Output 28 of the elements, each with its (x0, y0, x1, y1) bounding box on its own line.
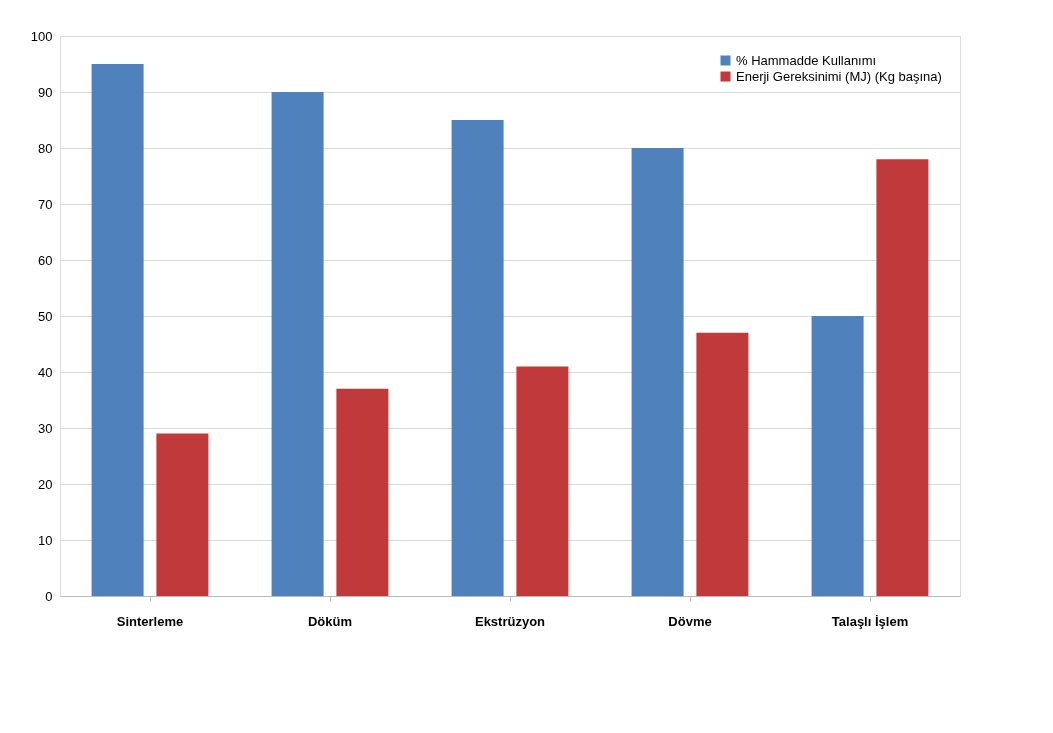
y-tick-label: 80 (38, 140, 53, 156)
y-tick-label: 50 (38, 308, 53, 324)
bar (271, 92, 324, 596)
bar (696, 332, 749, 596)
x-tick-label: Döküm (307, 613, 353, 629)
y-tick-label: 30 (38, 420, 53, 436)
y-tick-label: 60 (38, 252, 53, 268)
x-tick-label: Dövme (668, 613, 712, 629)
y-tick-label: 40 (38, 364, 53, 380)
bar (811, 316, 864, 596)
legend-label: Enerji Gereksinimi (MJ) (Kg başına) (736, 68, 942, 84)
y-tick-label: 20 (38, 476, 53, 492)
bar (876, 159, 929, 596)
bar (156, 433, 209, 596)
bar (631, 148, 684, 596)
y-tick-label: 90 (38, 84, 53, 100)
x-tick-label: Talaşlı İşlem (831, 613, 909, 629)
y-tick-label: 100 (30, 28, 53, 44)
bar (451, 120, 504, 596)
x-tick-label: Sinterleme (116, 613, 184, 629)
bar (91, 64, 144, 596)
y-tick-label: 10 (38, 532, 53, 548)
x-tick-label: Ekstrüzyon (474, 613, 546, 629)
y-tick-label: 0 (45, 588, 53, 604)
legend-label: % Hammadde Kullanımı (736, 52, 877, 68)
bar (516, 366, 569, 596)
bar (336, 388, 389, 596)
y-tick-label: 70 (38, 196, 53, 212)
